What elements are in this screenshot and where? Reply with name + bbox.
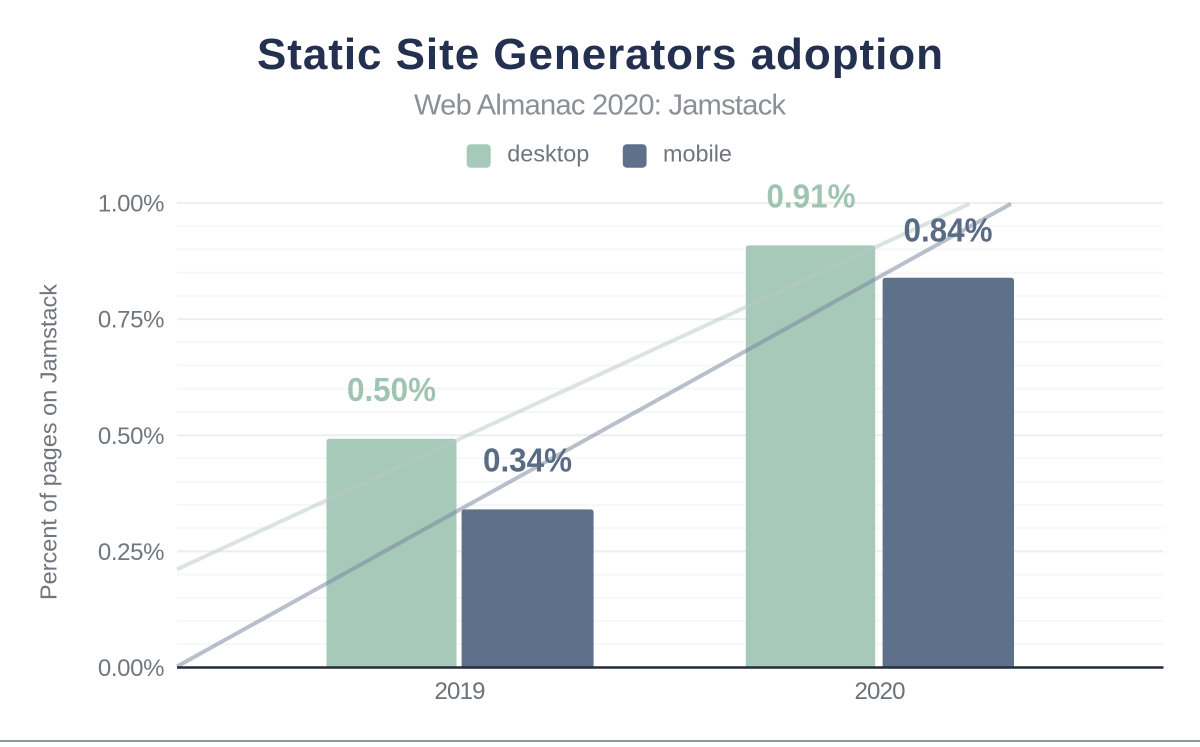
svg-text:mobile: mobile <box>663 141 732 167</box>
svg-text:0.75%: 0.75% <box>98 307 165 334</box>
svg-text:desktop: desktop <box>507 141 589 167</box>
svg-text:0.91%: 0.91% <box>767 178 856 215</box>
svg-text:0.50%: 0.50% <box>98 423 165 450</box>
svg-text:1.00%: 1.00% <box>98 191 165 218</box>
svg-text:0.50%: 0.50% <box>347 371 436 408</box>
svg-text:0.00%: 0.00% <box>98 655 165 682</box>
svg-text:0.25%: 0.25% <box>98 539 165 566</box>
svg-text:2019: 2019 <box>435 678 486 705</box>
svg-text:0.34%: 0.34% <box>483 442 572 479</box>
svg-text:0.84%: 0.84% <box>904 212 993 249</box>
svg-text:2020: 2020 <box>855 678 906 705</box>
svg-text:Web Almanac 2020: Jamstack: Web Almanac 2020: Jamstack <box>414 90 787 122</box>
svg-text:Percent of pages on Jamstack: Percent of pages on Jamstack <box>36 284 62 600</box>
svg-text:Static Site Generators adoptio: Static Site Generators adoption <box>257 30 943 79</box>
